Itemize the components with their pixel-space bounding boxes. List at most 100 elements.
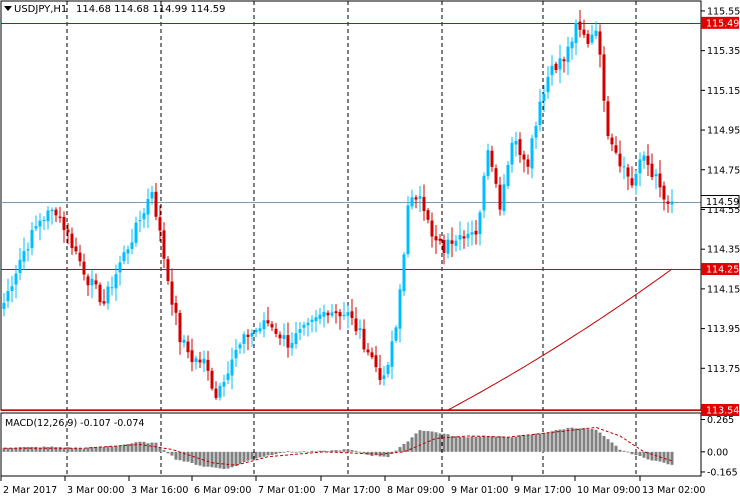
candle-body [326,312,330,316]
candle-body [398,289,402,329]
candle-body [282,335,286,339]
candle-body [54,209,58,216]
macd-indicator: 0.265 0.00 -0.165 [2,415,738,478]
candle-body [654,174,658,177]
vertical-grid-lines [66,1,637,476]
time-tick-label: 9 Mar 01:00 [451,485,508,496]
candle-body [562,59,566,62]
candle-body [418,196,422,199]
macd-histogram-bar [314,451,318,453]
candle-body [50,209,54,212]
candle-body [518,139,522,155]
candle-body [206,359,210,371]
candle-body [358,328,362,331]
candle-body [114,274,118,289]
macd-histogram-bar [590,429,594,452]
macd-histogram-bar [242,451,246,463]
macd-histogram-bar [294,451,298,453]
macd-histogram-bar [62,447,66,452]
candle-body [46,210,50,222]
macd-histogram-bar [446,434,450,452]
candle-body [322,311,326,317]
macd-histogram-bar [602,435,606,452]
candle-body [38,220,42,227]
macd-histogram-bar [118,445,122,452]
macd-histogram-bar [666,451,670,465]
macd-histogram-bar [6,447,10,452]
candle-body [622,166,626,168]
macd-histogram-bar [594,429,598,452]
macd-histogram-bar [130,443,134,452]
macd-histogram-bar [202,451,206,467]
macd-histogram-bar [34,446,38,452]
macd-histogram-bar [286,451,290,452]
candle-body [530,138,534,169]
level-price-tag [701,263,739,276]
price-tick-label: 114.75 [707,165,740,176]
candle-body [446,239,450,254]
macd-histogram-bar [470,436,474,452]
macd-histogram-bar [350,450,354,452]
macd-histogram-bar [538,433,542,452]
candle-body [474,230,478,235]
candle-body [42,219,46,221]
candle-body [362,328,366,350]
candle-body [438,238,442,241]
macd-histogram-bar [226,451,230,469]
candle-body [514,140,518,145]
macd-histogram-bar [554,430,558,452]
macd-histogram-bar [186,451,190,462]
macd-histogram-bar [650,451,654,461]
candle-body [450,240,454,244]
macd-histogram-bar [506,437,510,452]
candle-body [254,329,258,333]
macd-histogram-bar [194,451,198,465]
candle-body [594,30,598,36]
macd-histogram-bar [86,447,90,452]
macd-histogram-bar [622,450,626,452]
macd-histogram-bar [166,451,170,454]
candle-body [658,173,662,188]
macd-histogram-bar [490,436,494,452]
candle-body [618,153,622,167]
candle-body [578,21,582,30]
macd-histogram-bar [318,450,322,452]
price-tick-label: 113.75 [707,364,740,375]
level-price-tag [701,404,739,416]
macd-tick-label: 0.00 [707,447,728,458]
candle-body [582,29,586,35]
candle-body [374,355,378,368]
candle-body [94,280,98,285]
macd-histogram-bar [530,434,534,452]
macd-histogram-bar [434,432,438,452]
macd-histogram-bar [586,429,590,452]
candle-body [34,226,38,229]
macd-histogram-bar [458,436,462,452]
candle-body [602,54,606,101]
candle-body [486,150,490,177]
macd-histogram-bar [234,451,238,466]
candle-body [102,301,106,304]
candle-body [286,335,290,348]
macd-histogram-bar [222,451,226,470]
level-price-label: 115.49 [706,18,739,29]
macd-histogram-bar [58,447,62,452]
candle-body [434,236,438,241]
candle-body [306,322,310,326]
dropdown-triangle-icon[interactable] [4,6,12,11]
price-tick-label: 115.55 [707,6,740,17]
candle-body [18,259,22,274]
candle-body [294,333,298,344]
macd-histogram-bar [42,446,46,452]
macd-histogram-bar [422,430,426,452]
macd-histogram-bar [574,428,578,452]
macd-histogram-bar [70,447,74,452]
price-tick-label: 114.35 [707,245,740,256]
ma-line [447,268,673,411]
macd-histogram-bar [210,451,214,468]
candle-body [650,163,654,178]
macd-histogram-bar [134,442,138,452]
macd-histogram-bar [642,451,646,458]
macd-histogram-bar [142,441,146,452]
